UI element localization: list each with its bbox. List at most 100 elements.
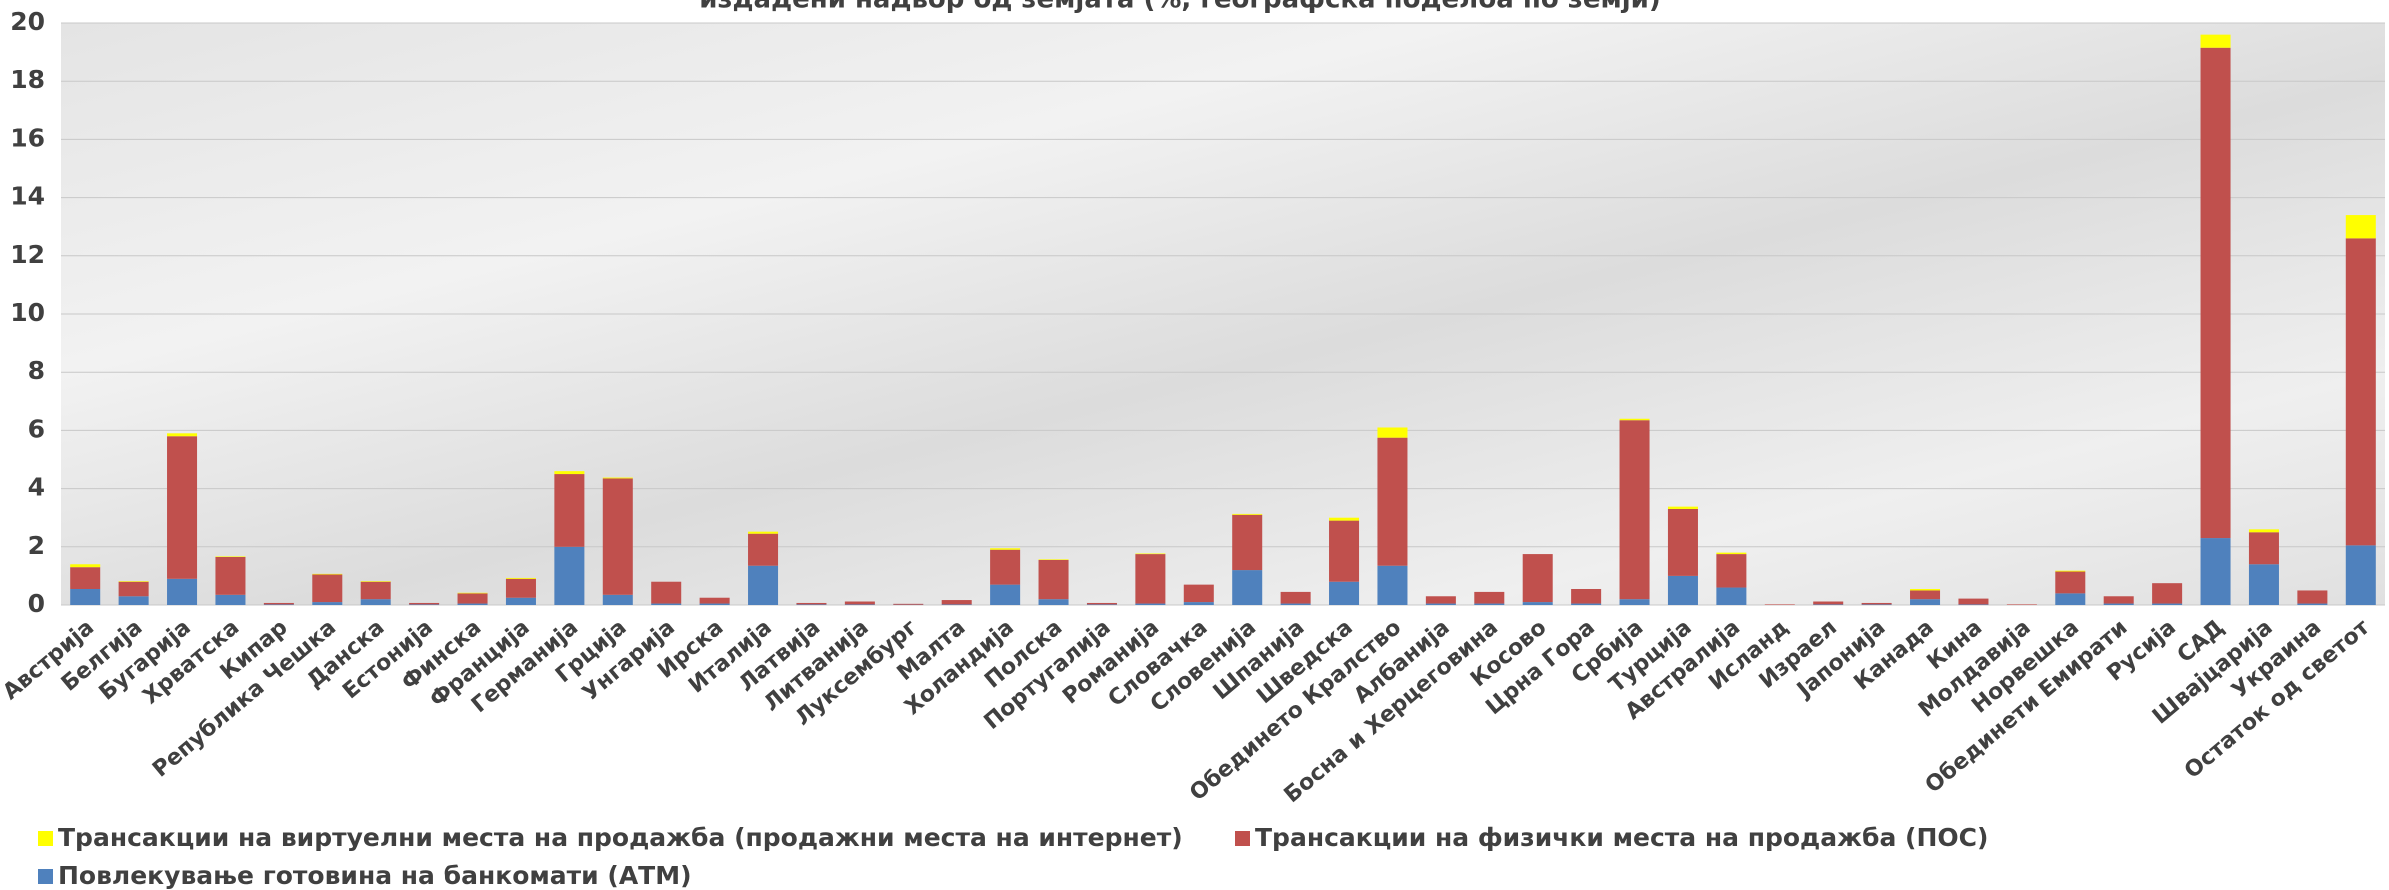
bar-segment [1910, 588, 1941, 591]
bar-segment [554, 546, 585, 605]
bar-segment [1571, 588, 1602, 604]
bar-segment [1571, 603, 1602, 605]
y-tick-label: 20 [10, 7, 45, 36]
bar-segment [990, 548, 1021, 550]
bar-segment [1086, 602, 1117, 605]
bar-segment [651, 603, 682, 605]
bar-segment [2345, 238, 2376, 546]
bar-segment [699, 597, 730, 604]
bar-segment [312, 574, 343, 603]
y-tick-label: 14 [10, 182, 45, 211]
bar-segment [748, 531, 779, 534]
legend-label: Повлекување готовина на банкомати (АТМ) [58, 861, 692, 890]
bar-segment [941, 604, 972, 605]
bar-segment [167, 436, 198, 579]
bar-segment [1522, 554, 1553, 603]
y-tick-label: 12 [10, 240, 45, 269]
bar-segment [1329, 581, 1360, 605]
bar-segment [312, 602, 343, 605]
bar-segment [312, 573, 343, 575]
y-tick-label: 4 [28, 473, 45, 502]
bar-segment [118, 581, 149, 597]
bar-segment [1086, 604, 1117, 605]
bar-segment [1861, 602, 1892, 605]
bar-segment [2103, 596, 2134, 604]
y-tick-label: 6 [28, 414, 45, 443]
bar-segment [1910, 590, 1941, 600]
bar-segment [70, 588, 101, 605]
bar-segment [2103, 603, 2134, 605]
bar-segment [457, 593, 488, 604]
y-tick-label: 2 [28, 531, 45, 560]
bar-segment [1232, 570, 1263, 605]
bar-segment [1958, 598, 1989, 605]
bar-segment [1716, 587, 1747, 605]
bar-segment [215, 556, 246, 557]
bar-segment [748, 533, 779, 566]
bar-segment [1813, 604, 1844, 605]
bar-segment [118, 581, 149, 582]
bar-segment [2055, 570, 2086, 572]
bar-segment [505, 577, 536, 579]
bar-segment [1377, 437, 1408, 566]
bar-segment [505, 597, 536, 605]
bar-segment [1522, 602, 1553, 605]
bar-segment [215, 556, 246, 595]
bar-segment [457, 592, 488, 594]
bar-segment [167, 578, 198, 605]
bar-segment [1038, 599, 1069, 605]
bar-segment [1958, 604, 1989, 605]
bar-segment [1232, 514, 1263, 571]
bar-segment [1474, 603, 1505, 605]
bar-segment [1135, 554, 1166, 604]
bar-segment [1329, 517, 1360, 521]
legend-swatch [38, 831, 53, 846]
bar-segment [2248, 564, 2279, 605]
bar-segment [2200, 34, 2231, 48]
bar-segment [2006, 604, 2037, 605]
bar-segment [602, 594, 633, 605]
bar-segment [941, 600, 972, 605]
bar-segment [1280, 591, 1311, 604]
bar-segment [1135, 553, 1166, 555]
bar-segment [2152, 603, 2183, 605]
bar-segment [990, 549, 1021, 585]
bar-segment [602, 477, 633, 479]
bar-segment [844, 604, 875, 605]
bar-segment [360, 581, 391, 600]
bar-segment [2248, 529, 2279, 533]
bar-segment [1667, 575, 1698, 605]
bar-segment [1764, 604, 1795, 605]
bar-segment [1280, 603, 1311, 605]
legend-swatch [1235, 831, 1250, 846]
bar-segment [215, 594, 246, 605]
bar-segment [1619, 420, 1650, 600]
bar-segment [1619, 599, 1650, 605]
bar-segment [1425, 603, 1456, 605]
bar-segment [602, 478, 633, 595]
bar-segment [748, 565, 779, 605]
bar-segment [1183, 602, 1214, 605]
bar-segment [1329, 520, 1360, 582]
bar-segment [2297, 603, 2328, 605]
bar-segment [1183, 584, 1214, 603]
bar-segment [1377, 565, 1408, 605]
bar-segment [1910, 599, 1941, 605]
bar-segment [2152, 583, 2183, 604]
bar-segment [1861, 604, 1892, 605]
bar-segment [1813, 601, 1844, 605]
bar-segment [2200, 538, 2231, 605]
legend-swatch [38, 869, 53, 884]
bar-segment [457, 603, 488, 605]
bar-segment [360, 581, 391, 582]
y-tick-label: 8 [28, 356, 45, 385]
bar-segment [1135, 603, 1166, 605]
bar-segment [990, 584, 1021, 605]
bar-segment [2345, 545, 2376, 605]
bar-segment [1474, 591, 1505, 604]
bar-segment [796, 604, 827, 605]
bar-segment [263, 604, 294, 605]
bar-segment [505, 578, 536, 598]
legend-label: Трансакции на физички места на продажба … [1255, 823, 1988, 852]
